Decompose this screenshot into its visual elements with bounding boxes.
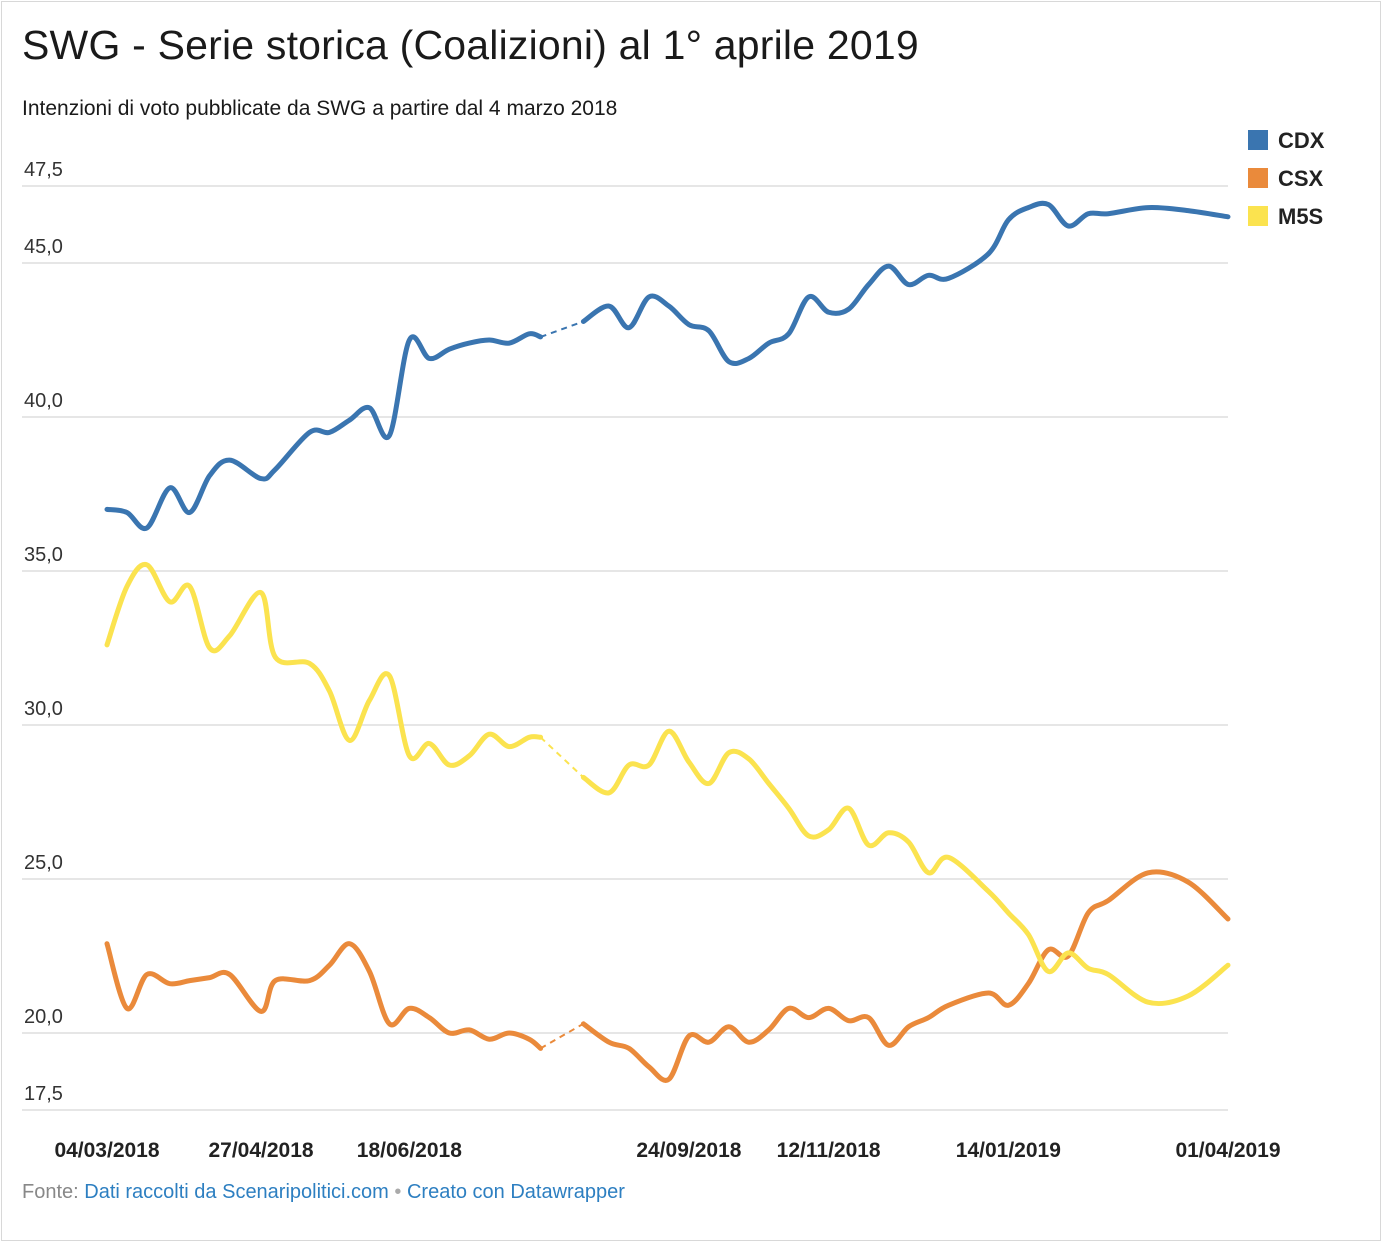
series-line-cdx-continued	[580, 200, 1231, 366]
y-axis-ticks: 17,5 20,0 25,0 30,0 35,0 40,0 45,0 47,5	[24, 159, 63, 1105]
x-tick-label: 04/03/2018	[54, 1139, 159, 1162]
x-tick-label: 27/04/2018	[208, 1139, 313, 1162]
x-tick-label: 12/11/2018	[777, 1139, 881, 1162]
x-tick-label: 01/04/2019	[1175, 1139, 1280, 1162]
x-axis-ticks: 04/03/2018 27/04/2018 18/06/2018 24/09/2018…	[54, 1139, 1280, 1162]
x-tick-label: 14/01/2019	[956, 1139, 1061, 1162]
legend-swatch-m5s	[1248, 206, 1268, 226]
series-gap-m5s	[539, 736, 585, 779]
series-line-csx	[104, 941, 544, 1051]
grid-lines	[22, 185, 1228, 1111]
y-tick-label: 40,0	[24, 390, 63, 412]
x-tick-label: 24/09/2018	[636, 1139, 741, 1162]
datawrapper-link[interactable]: Creato con Datawrapper	[406, 1181, 625, 1203]
legend: CDX CSX M5S	[1248, 128, 1325, 229]
series-line-csx-continued	[580, 869, 1231, 1083]
chart-subtitle: Intenzioni di voto pubblicate da SWG a p…	[22, 97, 618, 120]
legend-swatch-csx	[1248, 168, 1268, 188]
legend-label-m5s: M5S	[1278, 204, 1323, 229]
series-lines	[104, 200, 1231, 1083]
legend-label-csx: CSX	[1278, 166, 1324, 191]
y-tick-label: 35,0	[24, 544, 63, 566]
series-line-m5s-continued	[580, 728, 1231, 1007]
source-link[interactable]: Dati raccolti da Scenaripolitici.com	[84, 1181, 389, 1203]
series-gap-csx	[540, 1022, 584, 1050]
footer: Fonte: Dati raccolti da Scenaripolitici.…	[22, 1181, 625, 1204]
x-tick-label: 18/06/2018	[357, 1139, 462, 1162]
series-line-cdx	[104, 331, 544, 531]
legend-label-cdx: CDX	[1278, 128, 1325, 153]
footer-prefix: Fonte:	[22, 1181, 79, 1203]
series-gap-cdx	[540, 320, 584, 338]
footer-separator: •	[394, 1181, 402, 1203]
y-tick-label: 20,0	[24, 1006, 63, 1028]
legend-swatch-cdx	[1248, 130, 1268, 150]
y-tick-label: 25,0	[24, 852, 63, 874]
y-tick-label: 30,0	[24, 698, 63, 720]
series-line-m5s	[104, 561, 544, 768]
y-tick-label: 47,5	[24, 159, 63, 181]
y-tick-label: 45,0	[24, 236, 63, 258]
y-tick-label: 17,5	[24, 1083, 63, 1105]
chart-title: SWG - Serie storica (Coalizioni) al 1° a…	[22, 22, 919, 68]
